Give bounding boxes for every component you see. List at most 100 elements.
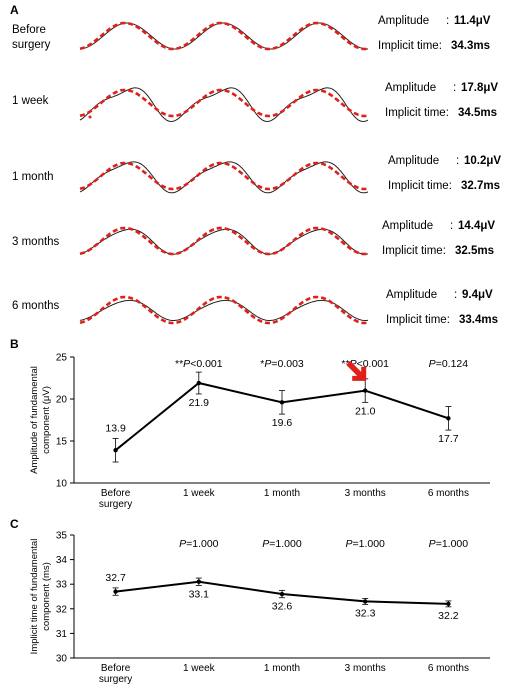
x-category-label: 6 months	[428, 663, 469, 674]
x-category-label: 1 week	[183, 488, 216, 499]
data-point	[196, 380, 201, 386]
amplitude-label: Amplitude	[386, 289, 437, 301]
amplitude-colon: :	[453, 82, 456, 94]
p-value-label: P=1.000	[179, 538, 219, 550]
implicit-time-label: Implicit time:	[386, 314, 450, 326]
y-tick-label: 32	[56, 604, 68, 615]
x-category-label: Before	[101, 488, 131, 499]
x-category-label: 3 months	[345, 488, 386, 499]
y-tick-label: 33	[56, 580, 68, 591]
data-point	[196, 579, 201, 584]
amplitude-value: 17.8μV	[461, 82, 498, 94]
waveform-trace	[79, 161, 369, 194]
data-point	[279, 400, 285, 405]
amplitude-colon: :	[456, 155, 459, 167]
y-tick-label: 20	[56, 395, 68, 406]
data-label: 21.0	[355, 405, 376, 417]
waveform-trace	[79, 228, 369, 255]
waveform-label: surgery	[12, 39, 51, 51]
data-label: 21.9	[189, 397, 210, 409]
waveform-label: 1 week	[12, 95, 49, 107]
y-tick-label: 35	[56, 531, 68, 542]
implicit-time-label: Implicit time:	[388, 180, 452, 192]
highlight-arrow-icon	[346, 360, 367, 381]
y-axis-title: Amplitude of fundamental	[29, 366, 40, 474]
waveform-fit-curve	[79, 161, 369, 191]
y-tick-label: 10	[56, 479, 68, 490]
y-axis-title: Implicit time of fundamental	[29, 539, 40, 655]
y-tick-label: 31	[56, 629, 68, 640]
artifact-dot	[88, 115, 92, 119]
x-category-label: 3 months	[345, 663, 386, 674]
data-label: 32.7	[105, 572, 126, 584]
panel-letter-c: C	[10, 517, 19, 531]
x-category-label: 1 month	[264, 663, 300, 674]
y-tick-label: 15	[56, 437, 68, 448]
p-value-label: *P=0.003	[260, 358, 304, 370]
data-point	[363, 599, 368, 604]
data-label: 19.6	[272, 417, 293, 429]
waveform-label: Before	[12, 24, 46, 36]
data-point	[113, 589, 118, 594]
data-label: 17.7	[438, 433, 459, 445]
y-tick-label: 30	[56, 654, 68, 665]
x-category-label: surgery	[99, 499, 132, 510]
data-point	[446, 601, 451, 607]
x-category-label: surgery	[99, 674, 132, 685]
amplitude-colon: :	[446, 15, 449, 27]
p-value-label: P=0.124	[429, 358, 469, 370]
waveform-trace	[79, 22, 368, 50]
data-point	[279, 591, 285, 597]
p-value-label: P=1.000	[262, 538, 302, 550]
data-label: 32.2	[438, 610, 459, 622]
y-tick-label: 34	[56, 555, 68, 566]
waveform-label: 1 month	[12, 171, 54, 183]
y-tick-label: 25	[56, 353, 68, 364]
amplitude-value: 10.2μV	[464, 155, 501, 167]
y-axis-title: component (ms)	[41, 562, 52, 631]
amplitude-value: 9.4μV	[462, 289, 493, 301]
implicit-time-value: 32.7ms	[461, 180, 500, 192]
data-point	[363, 388, 368, 393]
data-point	[113, 448, 118, 453]
amplitude-colon: :	[450, 220, 453, 232]
data-label: 32.3	[355, 607, 376, 619]
panel-letter-b: B	[10, 337, 19, 351]
amplitude-label: Amplitude	[385, 82, 436, 94]
implicit-time-value: 34.3ms	[451, 40, 490, 52]
implicit-time-label: Implicit time:	[382, 245, 446, 257]
x-category-label: 6 months	[428, 488, 469, 499]
p-value-label: **P<0.001	[175, 358, 223, 370]
amplitude-colon: :	[454, 289, 457, 301]
implicit-time-label: Implicit time:	[378, 40, 442, 52]
waveform-label: 3 months	[12, 236, 60, 248]
implicit-time-value: 33.4ms	[459, 314, 498, 326]
p-value-label: P=1.000	[345, 538, 385, 550]
waveform-trace	[79, 87, 369, 123]
data-label: 13.9	[105, 422, 126, 434]
data-label: 33.1	[189, 588, 210, 600]
implicit-time-value: 34.5ms	[458, 107, 497, 119]
amplitude-label: Amplitude	[382, 220, 433, 232]
amplitude-value: 14.4μV	[458, 220, 495, 232]
p-value-label: P=1.000	[429, 538, 469, 550]
waveform-trace	[79, 299, 369, 321]
data-label: 32.6	[272, 601, 293, 613]
y-axis-title: component (μV)	[41, 386, 52, 454]
x-category-label: 1 month	[264, 488, 300, 499]
x-category-label: Before	[101, 663, 131, 674]
panel-letter-a: A	[10, 3, 19, 17]
amplitude-label: Amplitude	[388, 155, 439, 167]
waveform-fit-curve	[79, 88, 369, 118]
implicit-time-label: Implicit time:	[385, 107, 449, 119]
x-category-label: 1 week	[183, 663, 216, 674]
amplitude-label: Amplitude	[378, 15, 429, 27]
amplitude-value: 11.4μV	[454, 15, 491, 27]
waveform-label: 6 months	[12, 300, 60, 312]
data-point	[446, 416, 451, 421]
waveform-fit-curve	[79, 226, 369, 256]
